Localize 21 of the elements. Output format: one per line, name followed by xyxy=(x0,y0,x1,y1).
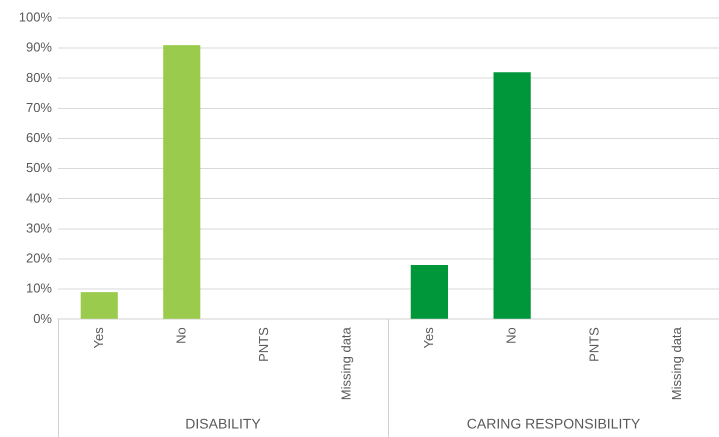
x-axis-title: DISABILITY xyxy=(185,415,262,432)
y-tick-label: 20% xyxy=(26,250,52,266)
y-tick-label: 90% xyxy=(26,40,52,55)
x-tick-label: PNTS xyxy=(586,326,602,362)
x-tick-label: No xyxy=(173,327,188,344)
y-tick-label: 10% xyxy=(26,280,52,296)
y-tick-label: 80% xyxy=(26,70,52,85)
x-tick-label: Yes xyxy=(90,326,106,348)
y-tick-label: 50% xyxy=(26,160,52,176)
x-tick-label: Missing data xyxy=(338,326,354,400)
y-tick-label: 70% xyxy=(26,100,52,115)
y-tick-label: 0% xyxy=(33,310,52,326)
x-tick-label: Yes xyxy=(420,326,436,348)
x-axis-title: CARING RESPONSIBILITY xyxy=(466,415,641,432)
y-tick-label: 60% xyxy=(26,130,52,146)
x-tick-label: No xyxy=(504,327,519,344)
x-tick-label: Missing data xyxy=(669,326,684,400)
y-tick-label: 40% xyxy=(26,190,52,206)
x-tick-label: PNTS xyxy=(256,326,271,362)
y-tick-label: 30% xyxy=(26,220,52,236)
y-tick-label: 100% xyxy=(18,10,52,25)
